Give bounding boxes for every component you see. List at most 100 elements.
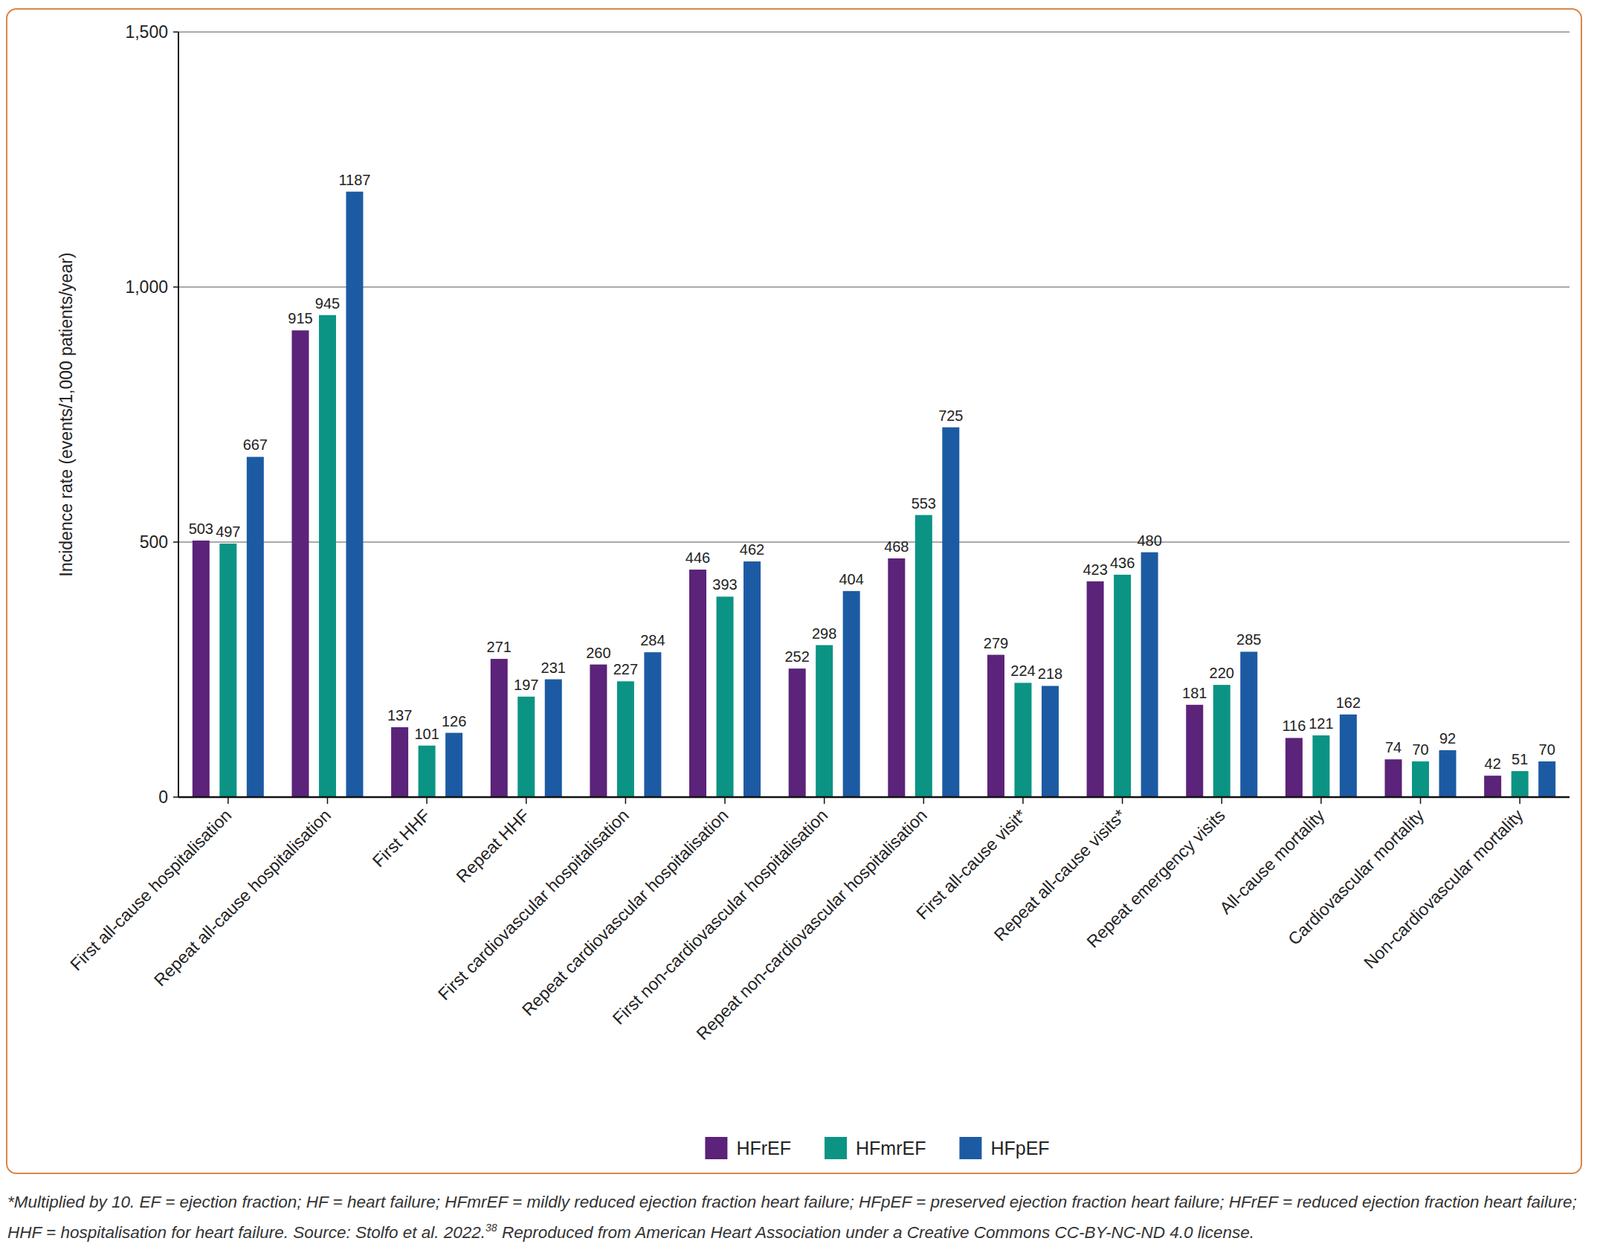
data-label: 220 <box>1209 664 1235 682</box>
grid-line <box>178 542 1570 543</box>
x-tick-label: First all-cause visit* <box>912 805 1030 923</box>
x-tick-label: Repeat cardiovascular hospitalisation <box>518 805 733 1020</box>
caption-reference: 38 <box>485 1221 498 1234</box>
bar <box>1538 761 1556 798</box>
data-label: 116 <box>1281 717 1306 734</box>
x-tick-label: Repeat non-cardiovascular hospitalisatio… <box>692 805 931 1044</box>
y-tick <box>173 286 179 288</box>
data-label: 137 <box>387 707 412 724</box>
x-tick-label: Repeat all-cause hospitalisation <box>150 805 335 990</box>
bar <box>815 645 833 798</box>
bar <box>689 569 707 798</box>
data-label: 725 <box>938 407 963 424</box>
bar <box>544 679 563 798</box>
data-label: 70 <box>1411 741 1429 758</box>
bar <box>887 558 905 798</box>
data-label: 423 <box>1082 561 1108 578</box>
x-tick <box>327 797 329 804</box>
data-label: 436 <box>1110 554 1135 572</box>
data-label: 271 <box>486 638 512 656</box>
y-tick-label: 1,500 <box>124 22 169 42</box>
x-tick <box>625 797 627 804</box>
data-label: 404 <box>838 571 864 588</box>
bar <box>318 315 337 798</box>
bar <box>1041 685 1059 798</box>
bar <box>589 664 607 798</box>
x-tick <box>1221 797 1224 804</box>
data-label: 74 <box>1385 739 1402 756</box>
data-label: 218 <box>1037 665 1063 682</box>
bar <box>743 561 761 798</box>
data-label: 1187 <box>338 171 371 189</box>
data-label: 915 <box>287 310 313 327</box>
bar <box>1511 771 1529 798</box>
data-label: 92 <box>1439 730 1456 747</box>
bar <box>1185 704 1203 798</box>
bar <box>1385 759 1403 798</box>
bar <box>1014 682 1032 798</box>
data-label: 393 <box>712 576 737 593</box>
bar <box>391 727 409 798</box>
data-label: 497 <box>215 523 241 540</box>
data-label: 667 <box>243 436 268 453</box>
y-tick <box>173 31 179 33</box>
x-tick <box>1320 797 1322 804</box>
bar <box>192 540 210 798</box>
y-axis-label: Incidence rate (events/1,000 patients/ye… <box>56 252 76 577</box>
data-label: 252 <box>784 648 809 665</box>
legend-label: HFpEF <box>990 1137 1050 1159</box>
bar <box>1339 714 1357 798</box>
data-label: 446 <box>685 549 711 566</box>
x-tick <box>923 797 925 804</box>
bar <box>1411 761 1429 798</box>
y-tick-label: 1,000 <box>124 277 169 297</box>
x-tick <box>525 797 528 804</box>
bar <box>987 655 1005 798</box>
caption-text: Reproduced from American Heart Associati… <box>497 1223 1255 1242</box>
legend: HFrEF HFmrEF HFpEF <box>704 1136 1050 1160</box>
data-label: 284 <box>640 631 665 649</box>
bar <box>517 696 535 798</box>
data-label: 945 <box>315 295 340 312</box>
bar <box>843 591 861 798</box>
data-label: 503 <box>188 520 214 537</box>
bar <box>942 427 960 798</box>
x-tick <box>426 797 428 804</box>
bar <box>445 733 463 798</box>
bar <box>643 652 661 798</box>
caption: *Multiplied by 10. EF = ejection fractio… <box>7 1189 1588 1244</box>
bar <box>1213 684 1231 798</box>
x-tick-label: Repeat HHF <box>452 805 534 887</box>
bar <box>219 543 237 798</box>
bar <box>1484 775 1502 798</box>
x-tick-label: All-cause mortality <box>1215 805 1329 919</box>
grid-line <box>178 31 1570 33</box>
legend-label: HFrEF <box>736 1137 792 1159</box>
y-tick <box>173 796 179 798</box>
bar <box>788 668 806 798</box>
grid-line <box>178 286 1570 288</box>
data-label: 298 <box>811 625 837 642</box>
data-label: 162 <box>1336 694 1361 711</box>
data-label: 51 <box>1511 750 1528 768</box>
data-label: 285 <box>1236 631 1261 648</box>
bar <box>1439 750 1457 798</box>
chart: 05001,0001,500Incidence rate (events/1,0… <box>0 0 1600 1190</box>
y-axis <box>177 31 180 798</box>
legend-swatch <box>959 1136 982 1160</box>
data-label: 126 <box>441 713 467 730</box>
data-label: 260 <box>585 644 611 661</box>
bar <box>291 330 309 798</box>
data-label: 553 <box>911 495 937 512</box>
data-labels: 5039151372712604462524682794231811167442… <box>188 171 1556 772</box>
data-label: 101 <box>414 725 439 743</box>
data-label: 224 <box>1010 662 1035 679</box>
bar <box>1141 552 1159 798</box>
x-tick-label: Repeat emergency visits <box>1082 805 1229 951</box>
legend-label: HFmrEF <box>855 1137 926 1159</box>
x-tick-label: Non-cardiovascular mortality <box>1359 805 1528 973</box>
x-tick <box>1022 797 1024 804</box>
bar <box>1285 737 1303 798</box>
x-tick <box>724 797 726 804</box>
x-tick-label: First cardiovascular hospitalisation <box>434 805 633 1004</box>
